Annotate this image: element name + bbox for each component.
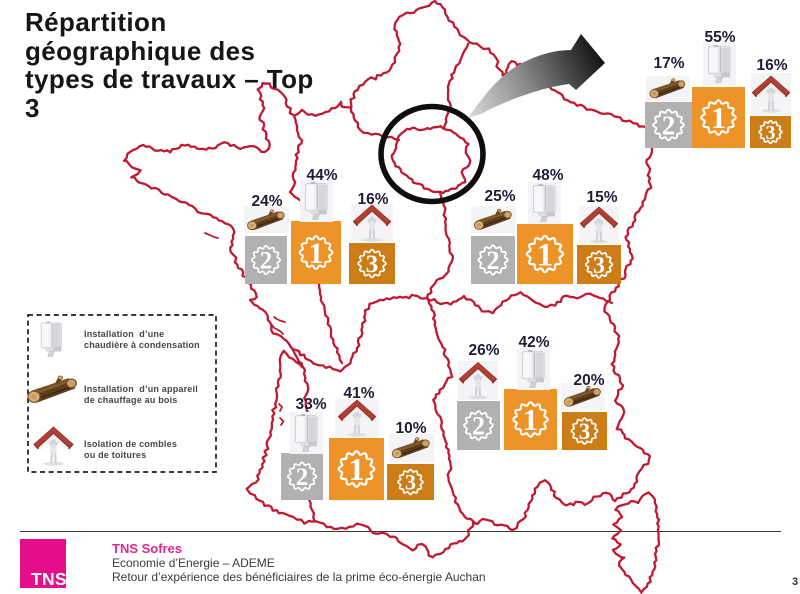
- svg-text:3: 3: [405, 470, 416, 495]
- svg-text:1: 1: [309, 237, 324, 270]
- svg-text:1: 1: [711, 100, 727, 135]
- svg-text:2: 2: [260, 248, 273, 275]
- svg-text:2: 2: [487, 246, 500, 275]
- svg-text:3: 3: [593, 253, 605, 279]
- svg-text:2: 2: [296, 464, 309, 491]
- svg-text:1: 1: [523, 402, 539, 437]
- svg-text:3: 3: [579, 419, 591, 444]
- svg-text:2: 2: [472, 412, 485, 441]
- svg-text:2: 2: [662, 110, 676, 140]
- svg-text:1: 1: [349, 451, 365, 487]
- svg-text:3: 3: [366, 251, 379, 278]
- svg-text:3: 3: [766, 122, 776, 144]
- svg-text:1: 1: [537, 237, 554, 273]
